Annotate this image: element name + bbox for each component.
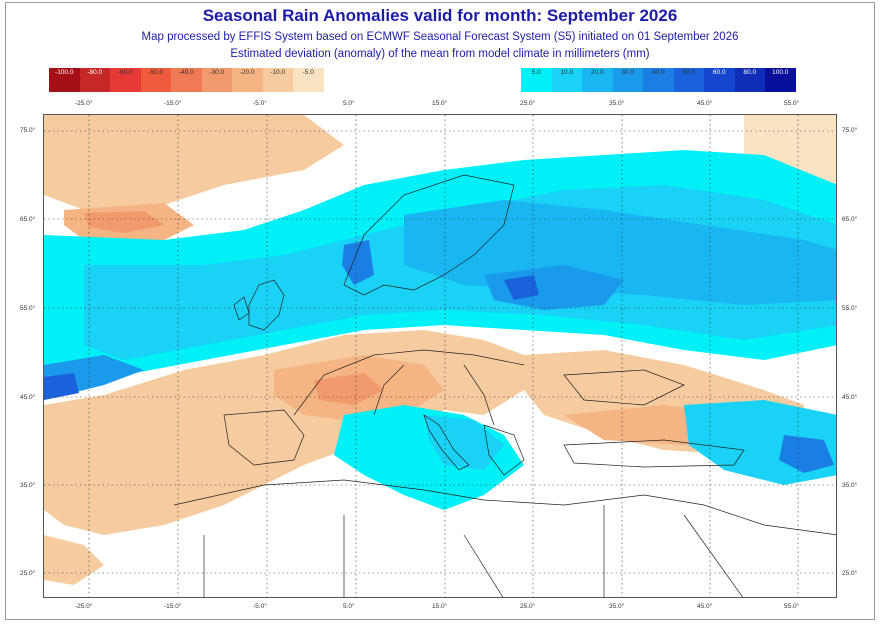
border-east-europe <box>463 364 495 426</box>
right-lat-label: 25.0° <box>842 570 858 577</box>
legend-negative-swatch: -5.0 <box>293 68 324 92</box>
map-subtitle-units: Estimated deviation (anomaly) of the mea… <box>230 48 650 60</box>
top-lon-label: 5.0° <box>343 100 355 107</box>
legend-negative-swatch: -30.0 <box>201 68 232 92</box>
right-lat-label: 35.0° <box>842 482 858 489</box>
bottom-lon-label: 45.0° <box>697 603 713 610</box>
top-lon-label: 45.0° <box>697 100 713 107</box>
bottom-lon-label: -5.0° <box>253 603 267 610</box>
legend-negative-label: -20.0 <box>239 69 255 76</box>
legend-positive-swatch: 10.0 <box>551 68 582 92</box>
wet-area-atlantic-west <box>44 373 79 400</box>
legend-negative-label: -50.0 <box>148 69 164 76</box>
legend-positive-swatch: 20.0 <box>582 68 613 92</box>
coastline-scandinavia <box>343 174 515 296</box>
bottom-lon-label: 5.0° <box>343 603 355 610</box>
legend-negative-swatch: -10.0 <box>262 68 293 92</box>
coastline-italy <box>423 414 470 471</box>
top-lon-label: -15.0° <box>164 100 182 107</box>
coastline-north-africa <box>173 479 836 536</box>
legend-positive-swatch: 5.0 <box>521 68 552 92</box>
wet-area-baltic-core <box>504 275 539 300</box>
legend-positive-label: 100.0 <box>772 69 789 76</box>
border-alps <box>373 364 405 416</box>
coastlines <box>173 174 836 597</box>
dry-area-iceland-core <box>84 211 164 233</box>
dry-area-france-core <box>314 373 384 405</box>
wet-anomaly-areas <box>44 150 836 510</box>
top-lon-label: -5.0° <box>253 100 267 107</box>
dry-area-north-atlantic <box>44 115 344 210</box>
legend-positive-swatch: 60.0 <box>704 68 735 92</box>
legend-positive-label: 60.0 <box>712 69 726 76</box>
bottom-lon-label: 35.0° <box>609 603 625 610</box>
coastline-iberia <box>223 409 305 466</box>
legend-positive-swatch: 40.0 <box>643 68 674 92</box>
graticule <box>44 115 836 597</box>
anomaly-map-canvas <box>44 115 836 597</box>
top-lon-label: 25.0° <box>520 100 536 107</box>
anomaly-map[interactable] <box>43 114 837 598</box>
map-title: Seasonal Rain Anomalies valid for month:… <box>202 6 678 25</box>
left-lat-label: 45.0° <box>20 394 36 401</box>
wet-area-adriatic <box>424 415 504 470</box>
legend-negative-swatch: -60.0 <box>110 68 141 92</box>
bottom-lon-label: 55.0° <box>784 603 800 610</box>
legend-positive-label: 5.0 <box>531 69 541 76</box>
bottom-lon-label: -15.0° <box>164 603 182 610</box>
legend-negative-swatch: -20.0 <box>232 68 263 92</box>
legend-positive-label: 50.0 <box>682 69 696 76</box>
coastline-black-sea <box>563 369 685 406</box>
bottom-lon-label: 25.0° <box>520 603 536 610</box>
legend-negative-label: -30.0 <box>209 69 225 76</box>
map-subtitle-processing: Map processed by EFFIS System based on E… <box>141 31 739 43</box>
legend-negative-swatch: -50.0 <box>140 68 171 92</box>
left-lat-label: 65.0° <box>20 216 36 223</box>
legend-negative-swatch: -100.0 <box>49 68 80 92</box>
top-lon-label: -25.0° <box>75 100 93 107</box>
right-lat-label: 55.0° <box>842 305 858 312</box>
border-central-europe <box>293 349 525 416</box>
legend-negative-label: -80.0 <box>87 69 103 76</box>
legend-positive-label: 40.0 <box>651 69 665 76</box>
legend-negative-label: -60.0 <box>117 69 133 76</box>
left-lat-label: 55.0° <box>20 305 36 312</box>
bottom-lon-label: 15.0° <box>432 603 448 610</box>
coastline-balkans <box>483 424 525 476</box>
border-africa-east <box>463 534 504 597</box>
legend-positive-anomaly: 5.0 10.0 20.0 30.0 40.0 50.0 60.0 80.0 100.0 <box>521 68 796 92</box>
legend-negative-label: -100.0 <box>55 69 74 76</box>
legend-negative-swatch: -80.0 <box>79 68 110 92</box>
left-lat-label: 35.0° <box>20 482 36 489</box>
legend-positive-label: 30.0 <box>621 69 635 76</box>
right-lat-label: 65.0° <box>842 216 858 223</box>
right-lat-label: 75.0° <box>842 127 858 134</box>
wet-area-west-norway <box>342 240 374 285</box>
legend-positive-label: 10.0 <box>560 69 574 76</box>
legend-positive-label: 20.0 <box>590 69 604 76</box>
legend-negative-label: -10.0 <box>270 69 286 76</box>
dry-area-atlantic-south <box>44 535 104 585</box>
wet-area-caspian <box>779 435 834 473</box>
bottom-lon-label: -25.0° <box>75 603 93 610</box>
legend-negative-anomaly: -100.0 -80.0 -60.0 -50.0 -40.0 -30.0 -20.0 -10.… <box>49 68 324 92</box>
top-lon-label: 55.0° <box>784 100 800 107</box>
coastline-uk <box>248 279 285 331</box>
coastline-ireland <box>233 296 250 321</box>
legend-negative-label: -5.0 <box>302 69 314 76</box>
left-lat-label: 75.0° <box>20 127 36 134</box>
border-arabia <box>683 514 744 597</box>
legend-negative-label: -40.0 <box>178 69 194 76</box>
right-lat-label: 45.0° <box>842 394 858 401</box>
legend-positive-swatch: 100.0 <box>765 68 796 92</box>
coastline-anatolia <box>563 439 745 468</box>
legend-positive-swatch: 30.0 <box>612 68 643 92</box>
legend-positive-swatch: 80.0 <box>734 68 765 92</box>
legend-positive-label: 80.0 <box>743 69 757 76</box>
top-lon-label: 35.0° <box>609 100 625 107</box>
top-lon-label: 15.0° <box>432 100 448 107</box>
left-lat-label: 25.0° <box>20 570 36 577</box>
legend-negative-swatch: -40.0 <box>171 68 202 92</box>
legend-positive-swatch: 50.0 <box>673 68 704 92</box>
